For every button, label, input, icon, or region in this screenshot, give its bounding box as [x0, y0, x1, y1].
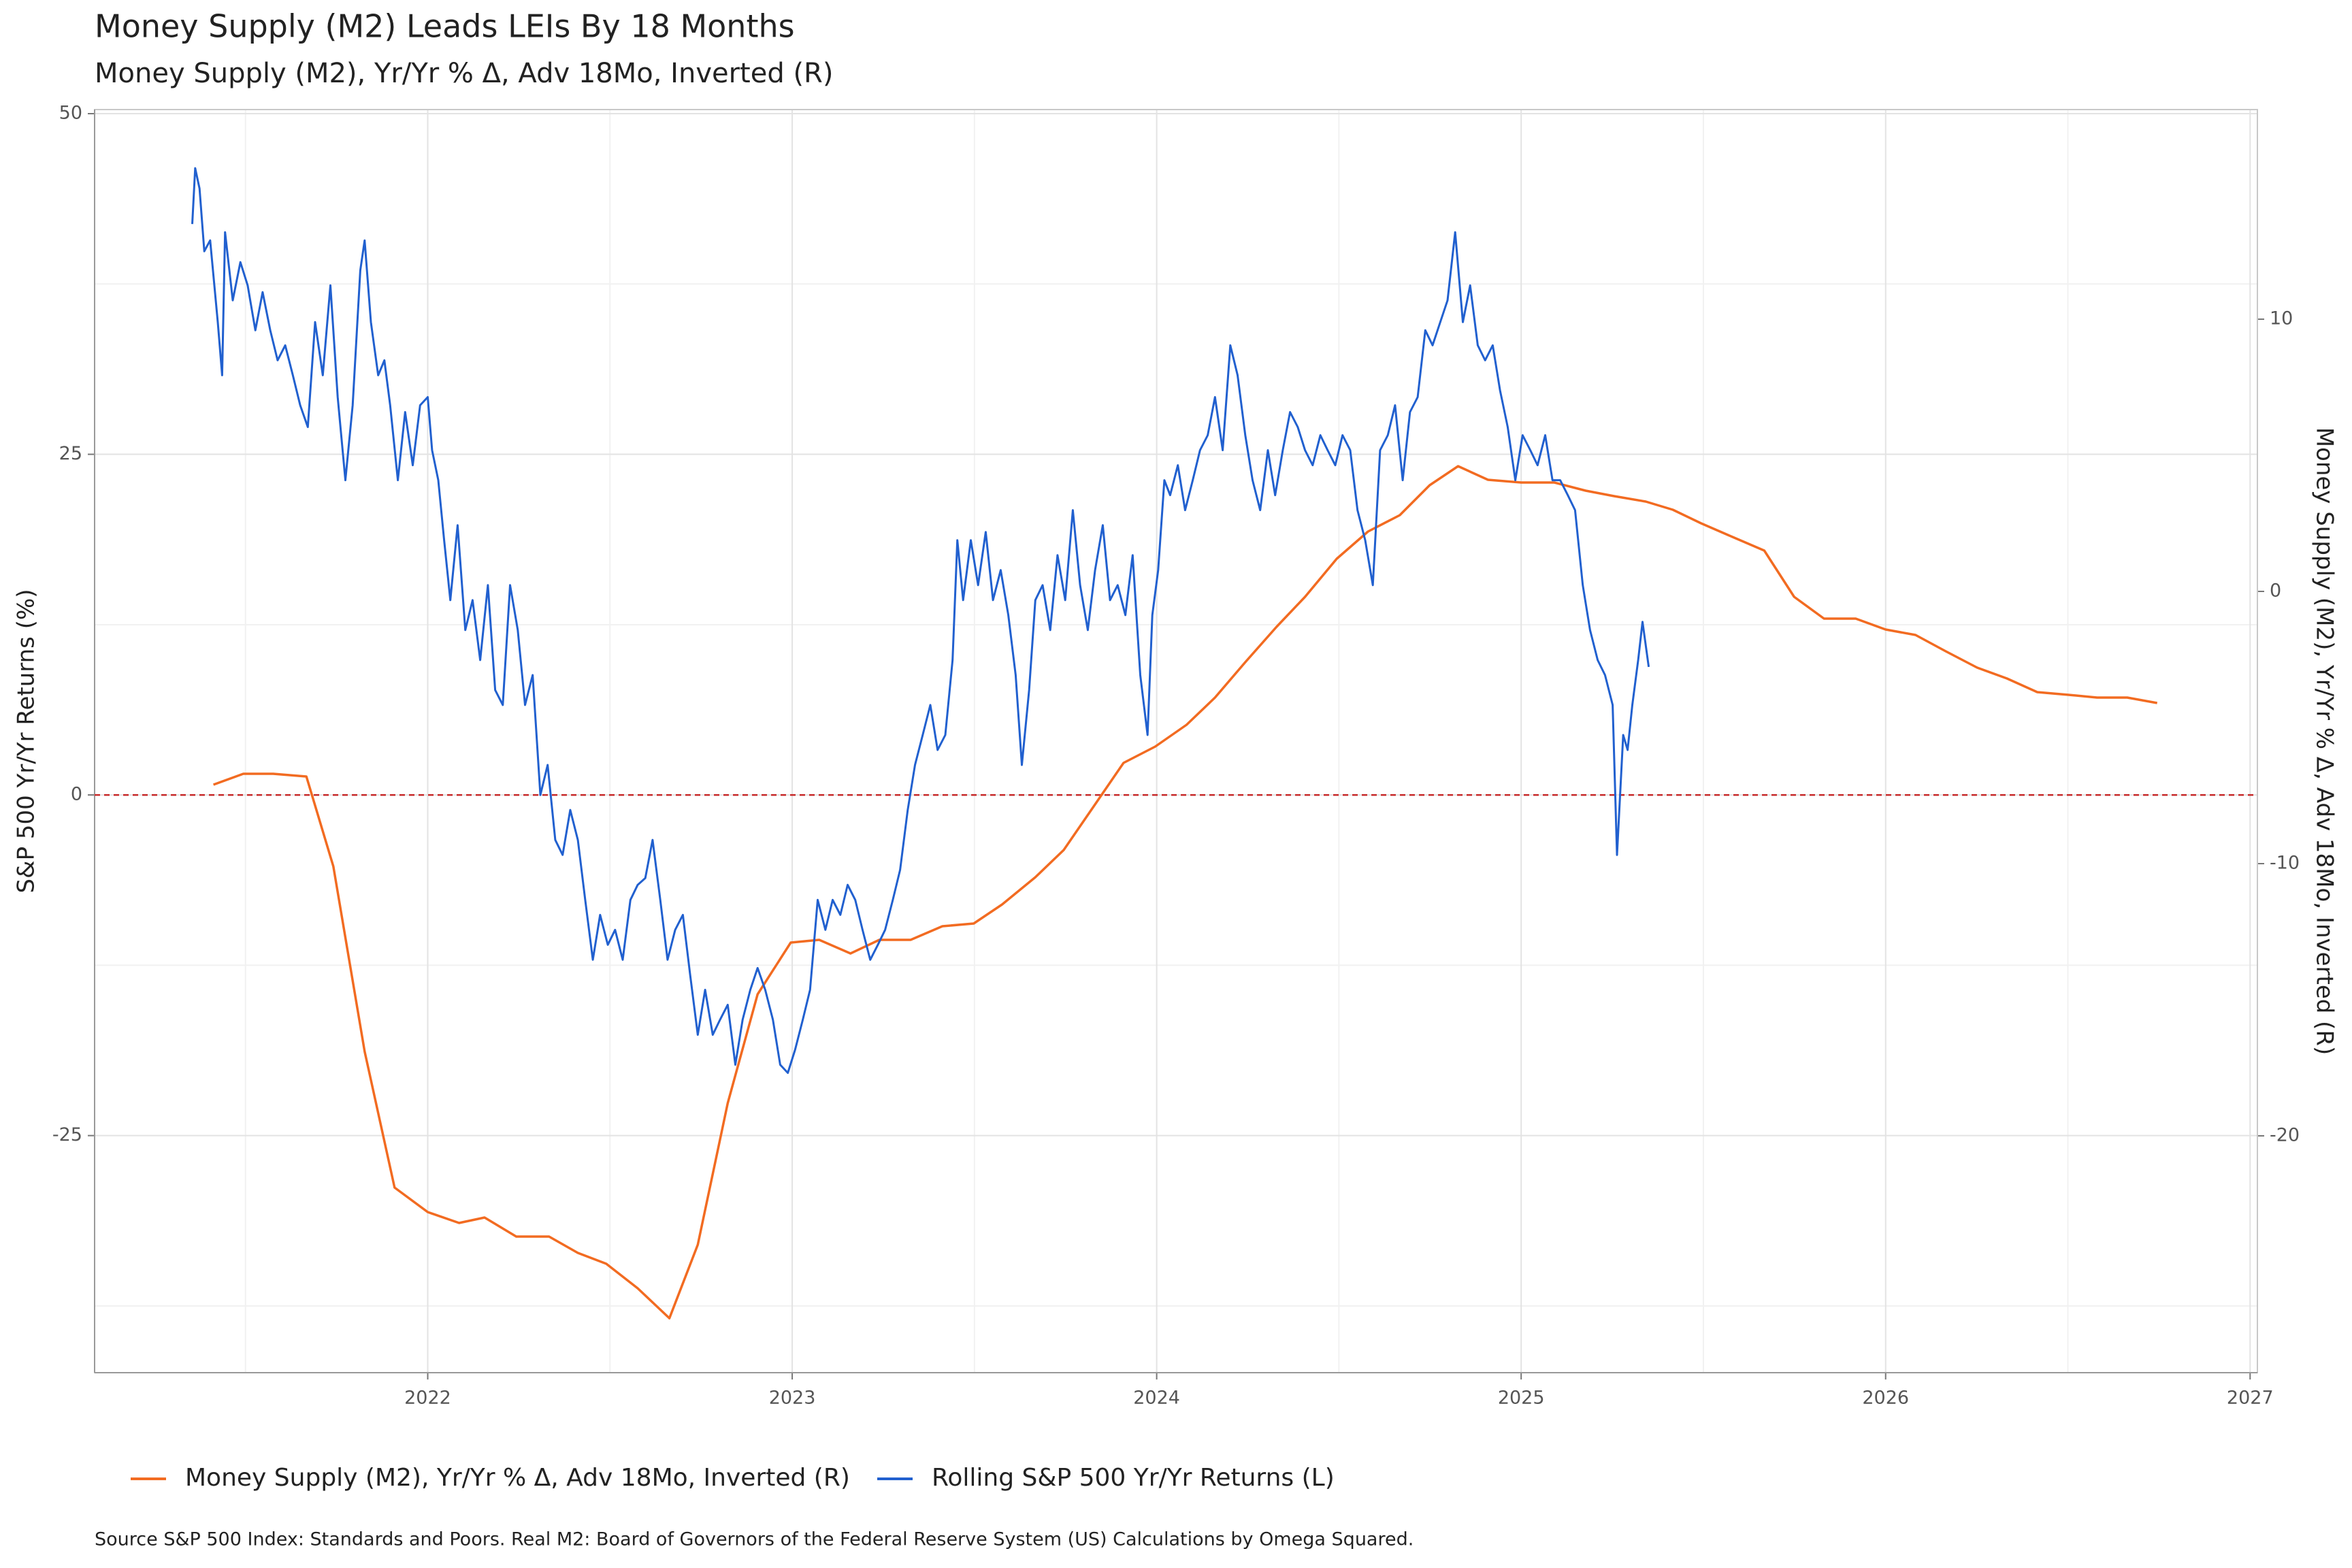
y-tick-label: 50	[59, 103, 82, 124]
y-tick-label: 0	[71, 784, 82, 805]
chart-title: Money Supply (M2) Leads LEIs By 18 Month…	[95, 8, 795, 45]
y2-tick-label: -10	[2270, 853, 2300, 874]
y2-tick-label: 0	[2270, 581, 2281, 602]
chart-subtitle: Money Supply (M2), Yr/Yr % Δ, Adv 18Mo, …	[95, 58, 833, 89]
y2-axis-label: Money Supply (M2), Yr/Yr % Δ, Adv 18Mo, …	[2311, 427, 2338, 1056]
y2-tick-label: -20	[2270, 1125, 2300, 1146]
x-tick-label: 2027	[2227, 1388, 2274, 1409]
x-tick-label: 2024	[1133, 1388, 1180, 1409]
x-tick-label: 2022	[404, 1388, 451, 1409]
legend-label: Money Supply (M2), Yr/Yr % Δ, Adv 18Mo, …	[185, 1464, 850, 1492]
x-tick-label: 2025	[1498, 1388, 1545, 1409]
legend-label: Rolling S&P 500 Yr/Yr Returns (L)	[932, 1464, 1335, 1492]
x-tick-label: 2026	[1862, 1388, 1909, 1409]
series-line	[191, 167, 1650, 1074]
y-tick-label: -25	[52, 1124, 82, 1145]
y2-tick-label: 10	[2270, 308, 2293, 329]
y-axis-label: S&P 500 Yr/Yr Returns (%)	[13, 589, 40, 893]
caption: Source S&P 500 Index: Standards and Poor…	[95, 1529, 1414, 1550]
x-tick-label: 2023	[769, 1388, 816, 1409]
legend: Money Supply (M2), Yr/Yr % Δ, Adv 18Mo, …	[131, 1464, 1335, 1492]
series-line	[213, 465, 2158, 1320]
y-tick-label: 25	[59, 443, 82, 464]
